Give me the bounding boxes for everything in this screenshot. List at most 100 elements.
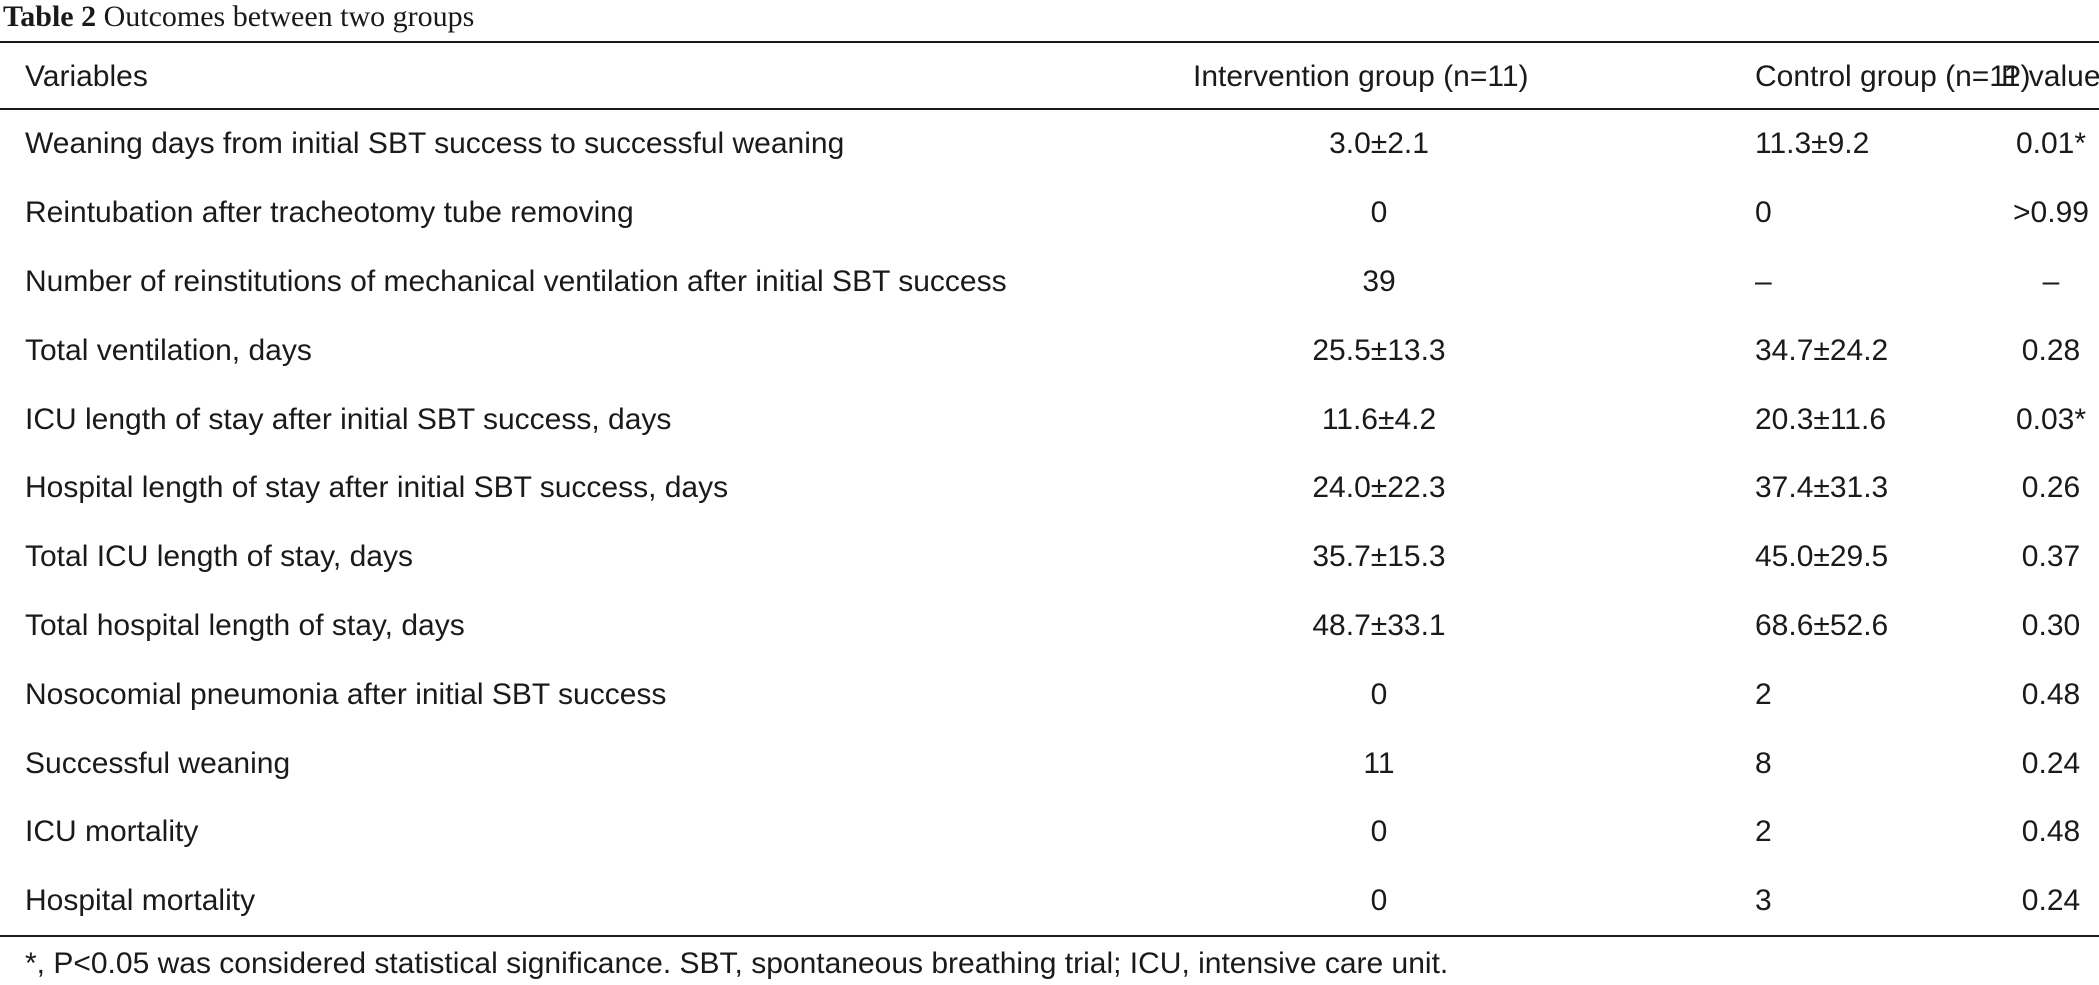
cell-control-text: 34.7±24.2 bbox=[1755, 333, 1889, 367]
cell-control: 2 bbox=[1755, 660, 1957, 729]
cell-control-text: 68.6±52.6 bbox=[1755, 608, 1889, 642]
top-rule bbox=[0, 41, 2099, 43]
cell-control: 2 bbox=[1755, 798, 1957, 867]
cell-p-value: 0.01* bbox=[1957, 110, 2099, 179]
cell-intervention-text: 11 bbox=[1363, 746, 1395, 780]
cell-control-text: 2 bbox=[1755, 815, 1772, 849]
cell-p-value-text: 0.26 bbox=[2021, 471, 2081, 505]
cell-variable: Total hospital length of stay, days bbox=[25, 608, 465, 642]
cell-p-value: 0.24 bbox=[1957, 729, 2099, 798]
cell-control: 37.4±31.3 bbox=[1755, 454, 1957, 523]
cell-intervention-text: 0 bbox=[1370, 677, 1388, 711]
cell-intervention: 25.5±13.3 bbox=[1172, 316, 1755, 385]
cell-control-text: 3 bbox=[1755, 884, 1772, 918]
table-footnote: *, P<0.05 was considered statistical sig… bbox=[25, 947, 1449, 980]
cell-variable: ICU length of stay after initial SBT suc… bbox=[25, 402, 672, 436]
cell-control: 20.3±11.6 bbox=[1755, 385, 1957, 454]
cell-control-text: 20.3±11.6 bbox=[1755, 402, 1887, 436]
table-row: Weaning days from initial SBT success to… bbox=[0, 110, 2099, 179]
cell-p-value: 0.48 bbox=[1957, 798, 2099, 867]
cell-p-value-text: 0.28 bbox=[2021, 333, 2081, 367]
cell-control: 68.6±52.6 bbox=[1755, 592, 1957, 661]
cell-p-value-text: 0.24 bbox=[2021, 746, 2081, 780]
cell-control-text: 45.0±29.5 bbox=[1755, 540, 1889, 574]
cell-intervention-text: 0 bbox=[1370, 196, 1388, 230]
cell-intervention: 11 bbox=[1172, 729, 1755, 798]
cell-p-value-text: 0.24 bbox=[2021, 884, 2081, 918]
cell-p-value: 0.26 bbox=[1957, 454, 2099, 523]
header-intervention: Intervention group (n=11) bbox=[1193, 60, 1529, 93]
cell-variable: Hospital mortality bbox=[25, 884, 256, 918]
table-caption: Table 2 Outcomes between two groups bbox=[3, 0, 474, 34]
cell-variable: Number of reinstitutions of mechanical v… bbox=[25, 264, 1007, 298]
cell-variable: Reintubation after tracheotomy tube remo… bbox=[25, 196, 634, 230]
table-row: Hospital mortality 0 3 0.24 bbox=[0, 867, 2099, 936]
cell-p-value-text: 0.01* bbox=[2015, 127, 2087, 161]
cell-variable: Successful weaning bbox=[25, 746, 291, 780]
outcomes-table: Variables Intervention group (n=11) Cont… bbox=[0, 44, 2099, 936]
cell-variable: Hospital length of stay after initial SB… bbox=[25, 471, 729, 505]
cell-intervention-text: 0 bbox=[1370, 884, 1388, 918]
cell-control: 34.7±24.2 bbox=[1755, 316, 1957, 385]
table-row: Reintubation after tracheotomy tube remo… bbox=[0, 179, 2099, 248]
table-row: Nosocomial pneumonia after initial SBT s… bbox=[0, 660, 2099, 729]
cell-p-value-text: 0.48 bbox=[2021, 815, 2081, 849]
cell-control-text: 37.4±31.3 bbox=[1755, 471, 1889, 505]
table-caption-text: Outcomes between two groups bbox=[103, 0, 475, 33]
cell-control: – bbox=[1755, 248, 1957, 317]
cell-intervention: 3.0±2.1 bbox=[1172, 110, 1755, 179]
cell-intervention: 24.0±22.3 bbox=[1172, 454, 1755, 523]
cell-p-value-text: 0.30 bbox=[2021, 608, 2081, 642]
cell-variable: Nosocomial pneumonia after initial SBT s… bbox=[25, 677, 667, 711]
cell-intervention: 0 bbox=[1172, 798, 1755, 867]
cell-variable: Weaning days from initial SBT success to… bbox=[25, 127, 845, 161]
table-row: Total hospital length of stay, days 48.7±… bbox=[0, 592, 2099, 661]
header-p-value: P value bbox=[2001, 60, 2099, 93]
cell-control-text: – bbox=[1755, 264, 1772, 298]
cell-p-value: 0.30 bbox=[1957, 592, 2099, 661]
cell-p-value-text: >0.99 bbox=[2013, 196, 2089, 230]
cell-p-value: >0.99 bbox=[1957, 179, 2099, 248]
cell-intervention: 39 bbox=[1172, 248, 1755, 317]
cell-variable: Total ICU length of stay, days bbox=[25, 540, 413, 574]
cell-control: 0 bbox=[1755, 179, 1957, 248]
cell-intervention-text: 48.7±33.1 bbox=[1312, 608, 1446, 642]
header-control: Control group (n=11) bbox=[1755, 60, 2031, 93]
header-variables: Variables bbox=[25, 60, 148, 93]
cell-variable: Total ventilation, days bbox=[25, 333, 312, 367]
cell-intervention-text: 35.7±15.3 bbox=[1312, 540, 1446, 574]
cell-p-value: 0.48 bbox=[1957, 660, 2099, 729]
table-caption-label: Table 2 bbox=[3, 0, 97, 33]
cell-p-value: 0.24 bbox=[1957, 867, 2099, 936]
table-row: Total ICU length of stay, days 35.7±15.3 4… bbox=[0, 523, 2099, 592]
table-row: Hospital length of stay after initial SB… bbox=[0, 454, 2099, 523]
table-row: Successful weaning 11 8 0.24 bbox=[0, 729, 2099, 798]
header-row: Variables Intervention group (n=11) Cont… bbox=[0, 44, 2099, 110]
cell-p-value: 0.28 bbox=[1957, 316, 2099, 385]
bottom-rule bbox=[0, 935, 2099, 937]
cell-control-text: 8 bbox=[1755, 746, 1772, 780]
cell-intervention-text: 0 bbox=[1370, 815, 1388, 849]
table-row: ICU mortality 0 2 0.48 bbox=[0, 798, 2099, 867]
cell-intervention-text: 3.0±2.1 bbox=[1329, 127, 1429, 161]
cell-control-text: 2 bbox=[1755, 677, 1772, 711]
cell-intervention-text: 11.6±4.2 bbox=[1321, 402, 1437, 436]
table-row: ICU length of stay after initial SBT suc… bbox=[0, 385, 2099, 454]
cell-p-value: 0.37 bbox=[1957, 523, 2099, 592]
table-body: Weaning days from initial SBT success to… bbox=[0, 110, 2099, 936]
cell-intervention: 11.6±4.2 bbox=[1172, 385, 1755, 454]
cell-intervention: 48.7±33.1 bbox=[1172, 592, 1755, 661]
cell-control: 11.3±9.2 bbox=[1755, 110, 1957, 179]
cell-p-value-text: 0.37 bbox=[2021, 540, 2081, 574]
cell-control: 8 bbox=[1755, 729, 1957, 798]
cell-p-value-text: 0.03* bbox=[2015, 402, 2087, 436]
cell-control-text: 11.3±9.2 bbox=[1755, 127, 1870, 161]
table-row: Total ventilation, days 25.5±13.3 34.7±24.… bbox=[0, 316, 2099, 385]
table-row: Number of reinstitutions of mechanical v… bbox=[0, 248, 2099, 317]
cell-variable: ICU mortality bbox=[25, 815, 199, 849]
header-rule bbox=[0, 108, 2099, 110]
cell-intervention: 0 bbox=[1172, 179, 1755, 248]
cell-control: 3 bbox=[1755, 867, 1957, 936]
cell-p-value-text: 0.48 bbox=[2021, 677, 2081, 711]
cell-control: 45.0±29.5 bbox=[1755, 523, 1957, 592]
